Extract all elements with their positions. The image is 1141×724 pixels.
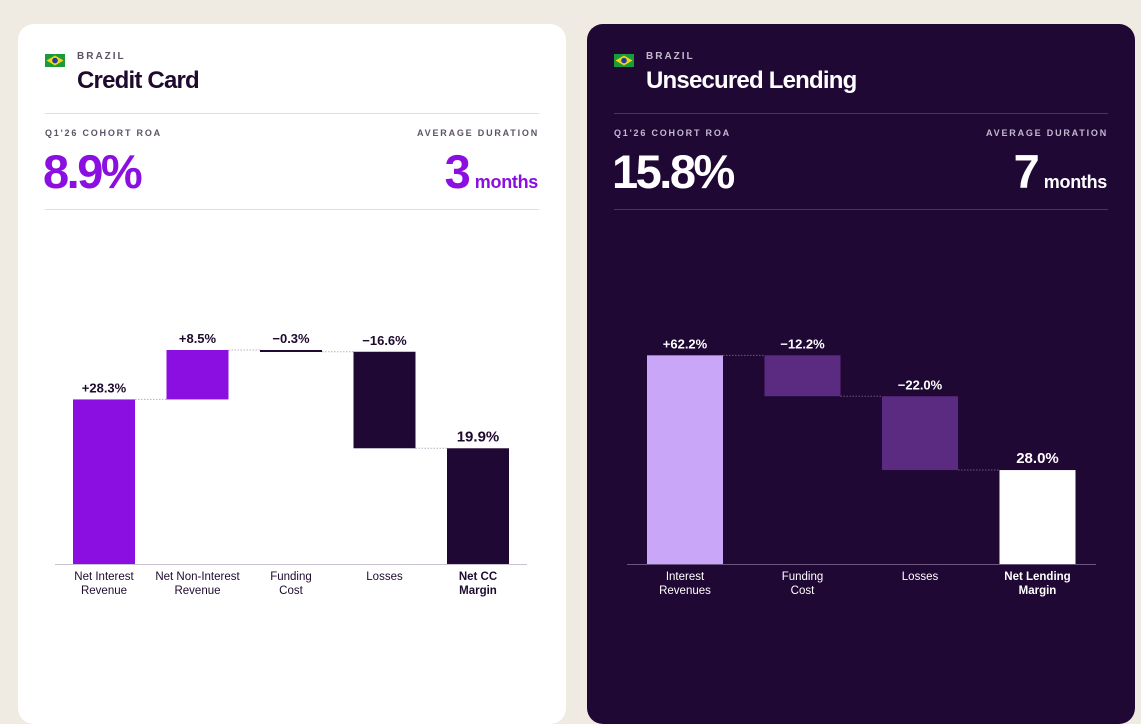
category-label: Cost	[791, 585, 815, 597]
data-label: +28.3%	[82, 380, 127, 395]
country-label: BRAZIL	[77, 51, 126, 62]
bar	[647, 355, 723, 564]
divider	[45, 113, 539, 114]
country-label: BRAZIL	[646, 51, 695, 62]
duration-unit: months	[474, 172, 539, 192]
bar	[73, 399, 135, 564]
bar	[447, 448, 509, 564]
brazil-flag-icon	[614, 54, 634, 67]
waterfall-chart: +62.2% Interest Revenues −12.2% Funding Cost −…	[627, 336, 1096, 597]
duration-value: 7 months	[1013, 142, 1108, 214]
duration-label: AVERAGE DURATION	[417, 128, 539, 138]
category-label: Losses	[366, 571, 403, 583]
data-label: −0.3%	[272, 331, 310, 346]
bar	[999, 470, 1076, 564]
divider	[614, 209, 1108, 210]
category-label: Revenue	[174, 585, 220, 597]
data-label: 28.0%	[1016, 450, 1059, 467]
roa-label: Q1'26 COHORT ROA	[45, 128, 162, 138]
data-label: −22.0%	[898, 377, 943, 392]
bar	[260, 350, 322, 353]
category-label: Net Lending	[1004, 571, 1070, 583]
roa-value: 15.8%	[612, 145, 735, 198]
data-label: 19.9%	[457, 428, 500, 445]
category-label: Net Interest	[74, 571, 134, 583]
category-label: Interest	[666, 571, 705, 583]
bar	[882, 396, 958, 471]
data-label: −16.6%	[362, 333, 407, 348]
product-title: Credit Card	[77, 67, 200, 94]
data-label: −12.2%	[780, 336, 825, 351]
roa-label: Q1'26 COHORT ROA	[614, 128, 731, 138]
duration-number: 3	[444, 145, 471, 198]
category-label: Cost	[279, 585, 303, 597]
waterfall-chart: +28.3% Net Interest Revenue +8.5% Net Non-In…	[55, 331, 527, 597]
unsecured-lending-panel: BRAZIL Unsecured Lending Q1'26 COHORT RO…	[587, 24, 1135, 724]
category-label: Funding	[782, 571, 824, 583]
data-label: +8.5%	[179, 331, 217, 346]
category-label: Revenues	[659, 585, 711, 597]
category-label: Margin	[1019, 585, 1057, 597]
credit-card-panel: BRAZIL Credit Card Q1'26 COHORT ROA AVER…	[18, 24, 566, 724]
brazil-flag-icon	[45, 54, 65, 67]
bar	[764, 355, 841, 397]
duration-number: 7	[1013, 145, 1040, 198]
category-label: Net Non-Interest	[155, 571, 240, 583]
duration-unit: months	[1043, 172, 1108, 192]
category-label: Revenue	[81, 585, 127, 597]
divider	[45, 209, 539, 210]
roa-value: 8.9%	[43, 145, 143, 198]
duration-label: AVERAGE DURATION	[986, 128, 1108, 138]
category-label: Funding	[270, 571, 312, 583]
duration-value: 3 months	[444, 142, 539, 214]
data-label: +62.2%	[663, 336, 708, 351]
product-title: Unsecured Lending	[646, 67, 857, 94]
category-label: Net CC	[459, 571, 497, 583]
bar	[166, 350, 229, 400]
bar	[353, 351, 416, 449]
divider	[614, 113, 1108, 114]
category-label: Losses	[902, 571, 939, 583]
category-label: Margin	[459, 585, 497, 597]
